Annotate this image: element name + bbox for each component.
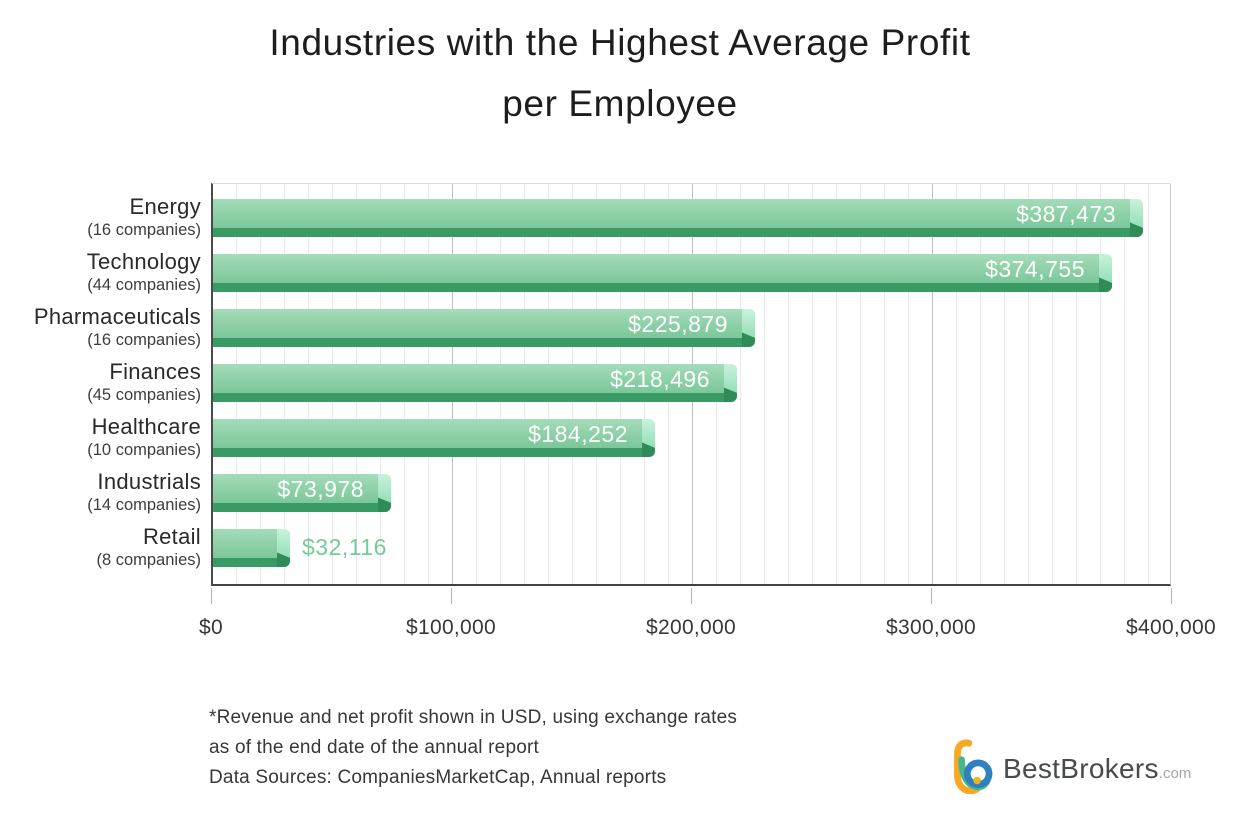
bar-bottom-stripe <box>213 283 1100 292</box>
bar-row: $32,116 <box>213 529 1170 567</box>
logo-brand-text: BestBrokers <box>1003 752 1159 784</box>
bar: $73,978 <box>213 474 391 512</box>
category-label-block: Finances (45 companies) <box>0 359 201 406</box>
bar: $374,755 <box>213 254 1112 292</box>
bar: $225,879 <box>213 309 755 347</box>
category-label: Technology <box>86 249 201 274</box>
bar-bottom-stripe <box>213 503 379 512</box>
category-axis: Energy (16 companies) Technology (44 compan… <box>0 183 205 586</box>
category-sublabel: (16 companies) <box>87 331 201 349</box>
category-label-block: Retail (8 companies) <box>0 524 201 571</box>
x-axis-tick-label: $300,000 <box>886 616 976 639</box>
bar-value-label: $374,755 <box>985 256 1085 282</box>
category-sublabel: (10 companies) <box>87 441 201 459</box>
category-sublabel: (8 companies) <box>96 551 201 569</box>
footnote-line-3: Data Sources: CompaniesMarketCap, Annual… <box>209 767 667 788</box>
x-axis-tick <box>211 588 212 604</box>
bar-end-cap <box>277 529 290 567</box>
logo-tld-text: .com <box>1158 764 1192 782</box>
logo-text: BestBrokers .com <box>1003 753 1191 785</box>
category-label-block: Healthcare (10 companies) <box>0 414 201 461</box>
x-axis-tick-label: $100,000 <box>406 616 496 639</box>
x-axis-tick <box>1171 588 1172 604</box>
chart-title-line1: Industries with the Highest Average Prof… <box>269 22 971 63</box>
bar-bottom-stripe <box>213 228 1131 237</box>
bar-end-cap <box>742 309 755 347</box>
bar: $218,496 <box>213 364 737 402</box>
bestbrokers-logo-icon <box>950 738 996 799</box>
bar-value-label: $225,879 <box>628 311 728 337</box>
category-label: Finances <box>109 359 201 384</box>
footnotes: *Revenue and net profit shown in USD, us… <box>209 703 737 793</box>
footnote-line-2: as of the end date of the annual report <box>209 737 539 758</box>
bar: $184,252 <box>213 419 655 457</box>
category-label-block: Technology (44 companies) <box>0 249 201 296</box>
bar-row: $73,978 <box>213 474 1170 512</box>
bar-value-label: $184,252 <box>528 421 628 447</box>
category-label-block: Industrials (14 companies) <box>0 469 201 516</box>
bar-end-cap <box>1130 199 1143 237</box>
bar-end-cap <box>378 474 391 512</box>
chart-title-line2: per Employee <box>502 83 738 124</box>
x-axis-tick-label: $200,000 <box>646 616 736 639</box>
category-label-block: Pharmaceuticals (16 companies) <box>0 304 201 351</box>
bar-bottom-stripe <box>213 558 278 567</box>
bestbrokers-logo: BestBrokers .com <box>950 738 1191 799</box>
bar <box>213 529 290 567</box>
category-sublabel: (16 companies) <box>87 221 201 239</box>
x-axis-tick-label: $400,000 <box>1126 616 1216 639</box>
bar-row: $374,755 <box>213 254 1170 292</box>
bar-value-label: $73,978 <box>277 476 364 502</box>
category-label: Industrials <box>97 469 201 494</box>
category-sublabel: (45 companies) <box>87 386 201 404</box>
bar: $387,473 <box>213 199 1143 237</box>
bar-row: $184,252 <box>213 419 1170 457</box>
bar-bottom-stripe <box>213 448 643 457</box>
x-axis-tick <box>931 588 932 604</box>
bar-bottom-stripe <box>213 393 725 402</box>
category-sublabel: (14 companies) <box>87 496 201 514</box>
x-axis-tick <box>451 588 452 604</box>
footnote-line-1: *Revenue and net profit shown in USD, us… <box>209 707 738 728</box>
plot-area: $387,473 $374,755 $225,879 $218,496 $184,252… <box>211 183 1171 586</box>
bar-end-cap <box>642 419 655 457</box>
category-label: Retail <box>142 524 201 549</box>
category-label-block: Energy (16 companies) <box>0 194 201 241</box>
bar-end-cap <box>724 364 737 402</box>
category-label: Healthcare <box>91 414 201 439</box>
bar-end-cap <box>1099 254 1112 292</box>
bar-row: $225,879 <box>213 309 1170 347</box>
bar-bottom-stripe <box>213 338 743 347</box>
category-label: Energy <box>129 194 201 219</box>
bar-value-label: $387,473 <box>1016 201 1116 227</box>
chart-title: Industries with the Highest Average Prof… <box>0 12 1240 134</box>
bar-value-label: $32,116 <box>302 534 387 560</box>
bar-row: $218,496 <box>213 364 1170 402</box>
bar-value-label: $218,496 <box>610 366 710 392</box>
category-label: Pharmaceuticals <box>33 304 201 329</box>
x-axis-tick-label: $0 <box>199 616 223 639</box>
category-sublabel: (44 companies) <box>87 276 201 294</box>
x-axis-tick <box>691 588 692 604</box>
bar-row: $387,473 <box>213 199 1170 237</box>
